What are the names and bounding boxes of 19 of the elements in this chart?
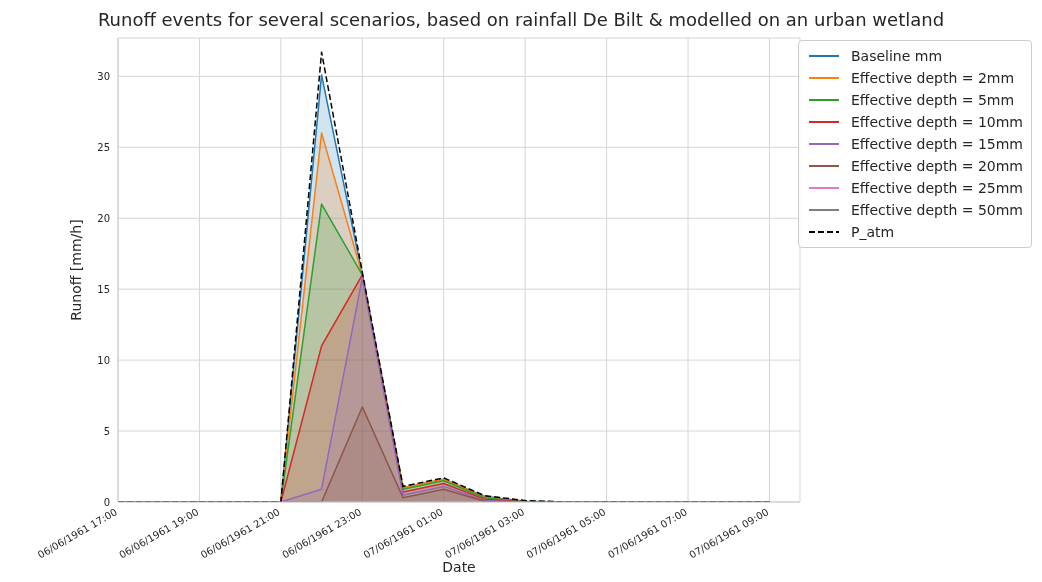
y-tick-label: 15 — [97, 283, 110, 295]
legend-label: Effective depth = 50mm — [851, 202, 1023, 218]
legend-label: Effective depth = 25mm — [851, 180, 1023, 196]
legend-label: Baseline mm — [851, 48, 943, 64]
y-tick-label: 0 — [103, 496, 110, 508]
y-tick-label: 30 — [97, 70, 110, 82]
legend-label: Effective depth = 15mm — [851, 136, 1023, 152]
y-tick-label: 5 — [103, 425, 110, 437]
chart-title: Runoff events for several scenarios, based on rainfall De Bilt & modelled on an urban wetland — [96, 8, 946, 32]
legend-label: P_atm — [851, 224, 895, 240]
y-tick-label: 25 — [97, 141, 110, 153]
y-axis-title: Runoff [mm/h] — [67, 219, 84, 321]
x-axis-title: Date — [442, 559, 476, 575]
y-tick-label: 10 — [97, 354, 110, 366]
legend-label: Effective depth = 10mm — [851, 114, 1023, 130]
legend-label: Effective depth = 2mm — [851, 70, 1015, 86]
legend-label: Effective depth = 20mm — [851, 158, 1023, 174]
y-tick-label: 20 — [97, 212, 110, 224]
legend-label: Effective depth = 5mm — [851, 92, 1015, 108]
